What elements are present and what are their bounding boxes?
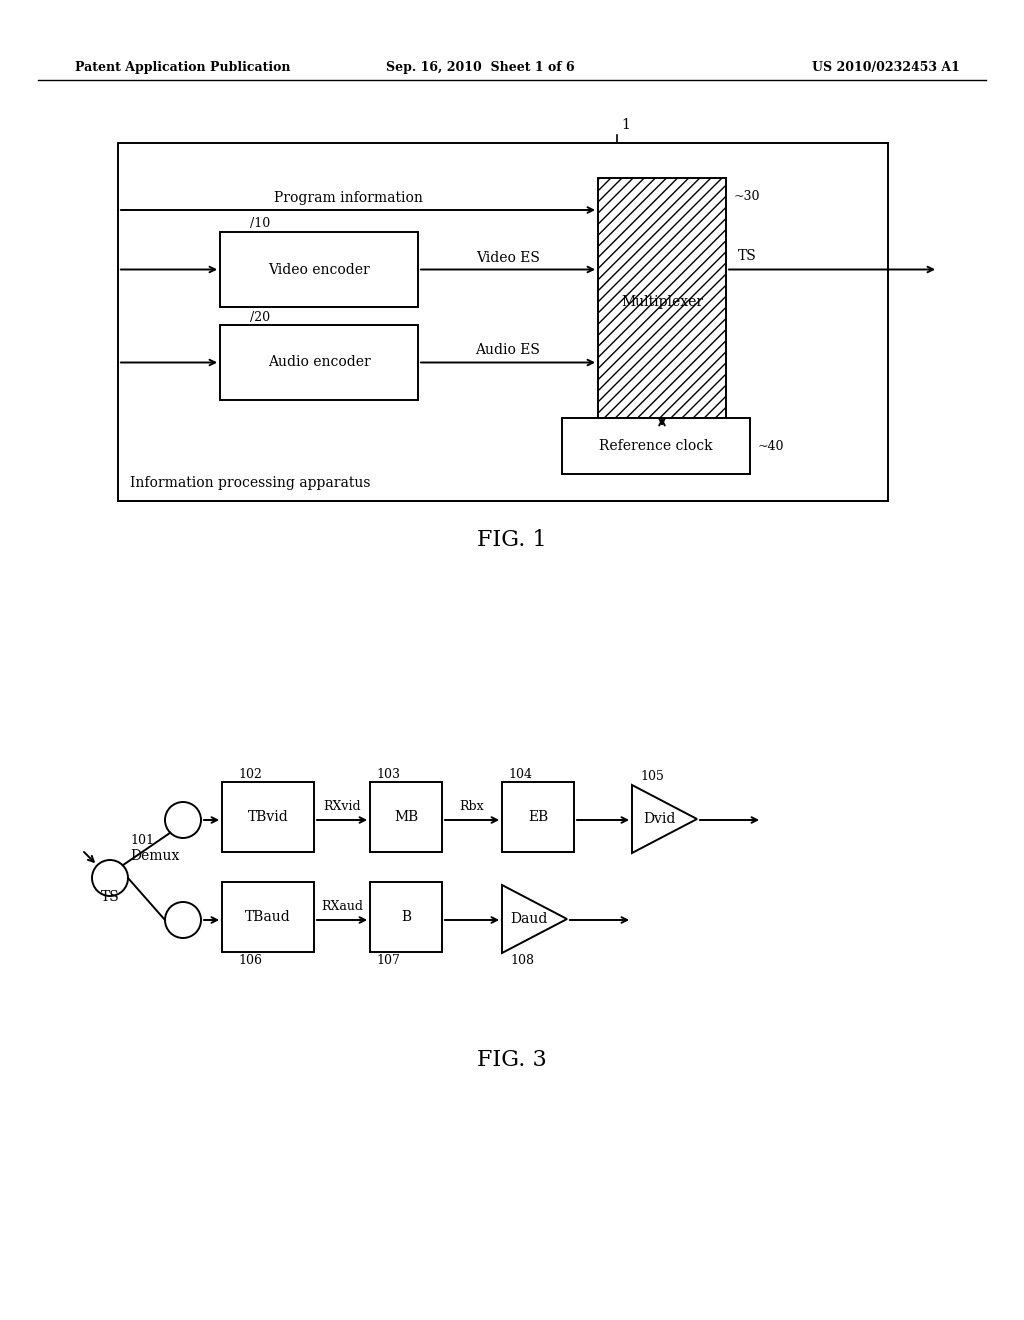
Text: Sep. 16, 2010  Sheet 1 of 6: Sep. 16, 2010 Sheet 1 of 6 — [386, 62, 574, 74]
Text: B: B — [401, 909, 411, 924]
Text: Rbx: Rbx — [460, 800, 484, 813]
Text: Video encoder: Video encoder — [268, 263, 370, 276]
Text: US 2010/0232453 A1: US 2010/0232453 A1 — [812, 62, 961, 74]
Text: 106: 106 — [238, 953, 262, 966]
Text: 102: 102 — [238, 767, 262, 780]
Polygon shape — [632, 785, 697, 853]
Text: Audio ES: Audio ES — [475, 343, 541, 358]
Text: 104: 104 — [508, 767, 532, 780]
Bar — [220, 325, 418, 400]
Text: TBaud: TBaud — [245, 909, 291, 924]
Text: Daud: Daud — [511, 912, 548, 927]
Text: Patent Application Publication: Patent Application Publication — [75, 62, 291, 74]
Bar — [562, 418, 750, 474]
Text: ~30: ~30 — [734, 190, 761, 202]
Text: 107: 107 — [376, 953, 400, 966]
Polygon shape — [502, 884, 567, 953]
Text: TBvid: TBvid — [248, 810, 289, 824]
Bar — [220, 232, 418, 308]
Text: MB: MB — [394, 810, 418, 824]
Text: 103: 103 — [376, 767, 400, 780]
Text: TS: TS — [100, 890, 120, 904]
Text: RXaud: RXaud — [321, 899, 362, 912]
Text: Audio encoder: Audio encoder — [267, 355, 371, 370]
Text: Reference clock: Reference clock — [599, 440, 713, 453]
Text: Demux: Demux — [130, 849, 179, 863]
Text: /10: /10 — [250, 218, 270, 231]
Text: Information processing apparatus: Information processing apparatus — [130, 477, 371, 490]
Bar — [370, 882, 442, 952]
Text: EB: EB — [528, 810, 548, 824]
Text: 105: 105 — [640, 771, 664, 784]
Text: ~40: ~40 — [758, 440, 784, 453]
Text: RXvid: RXvid — [324, 800, 360, 813]
Bar — [222, 882, 314, 952]
Text: TS: TS — [738, 248, 757, 263]
Text: Dvid: Dvid — [643, 812, 676, 826]
Text: 108: 108 — [510, 954, 534, 968]
Bar — [370, 781, 442, 851]
Text: /20: /20 — [250, 310, 270, 323]
Text: Program information: Program information — [273, 191, 423, 205]
Text: 101: 101 — [130, 833, 154, 846]
Text: Video ES: Video ES — [476, 251, 540, 264]
Bar — [118, 143, 888, 502]
Text: FIG. 1: FIG. 1 — [477, 529, 547, 550]
Text: FIG. 3: FIG. 3 — [477, 1049, 547, 1071]
Text: Multiplexer: Multiplexer — [621, 294, 703, 309]
Bar — [222, 781, 314, 851]
Text: 1: 1 — [621, 117, 630, 132]
Bar — [502, 781, 574, 851]
Bar — [598, 178, 726, 426]
